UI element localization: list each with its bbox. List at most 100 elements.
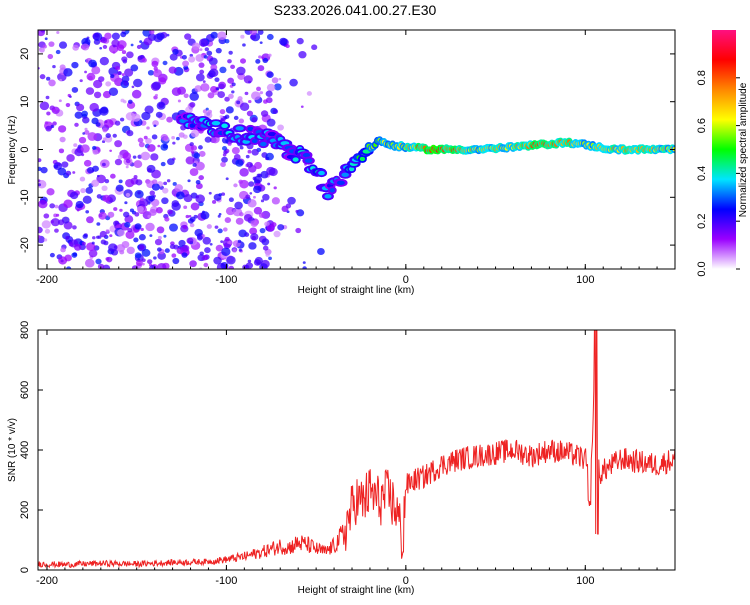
spectrogram-noise-blob bbox=[127, 99, 133, 104]
spectrogram-x-tick-label: -200 bbox=[36, 274, 58, 286]
spectrogram-noise-blob bbox=[212, 200, 217, 204]
spectrogram-noise-blob bbox=[160, 161, 166, 167]
spectrogram-noise-blob bbox=[133, 160, 143, 169]
spectrogram-noise-blob bbox=[258, 55, 262, 59]
spectrogram-noise-blob bbox=[130, 43, 134, 47]
spectrogram-y-tick-label: 0 bbox=[19, 146, 31, 152]
spectrogram-noise-blob bbox=[149, 208, 157, 216]
spectrogram-noise-blob bbox=[262, 57, 269, 64]
snr-x-tick-label: 0 bbox=[403, 575, 409, 587]
spectrogram-ridge-core bbox=[267, 131, 277, 137]
spectrogram-noise-blob bbox=[166, 179, 171, 183]
spectrogram-noise-blob bbox=[217, 228, 223, 234]
spectrogram-noise-blob bbox=[218, 193, 222, 197]
spectrogram-y-label: Frequency (Hz) bbox=[7, 116, 18, 185]
spectrogram-noise-blob bbox=[190, 202, 200, 211]
spectrogram-noise-blob bbox=[296, 37, 304, 45]
spectrogram-noise-blob bbox=[175, 191, 185, 200]
spectrogram-noise-blob bbox=[140, 151, 151, 161]
spectrogram-noise-blob bbox=[48, 41, 55, 47]
spectrogram-noise-blob bbox=[113, 207, 118, 211]
spectrogram-noise-blob bbox=[104, 119, 114, 128]
spectrogram-noise-blob bbox=[195, 161, 205, 171]
spectrogram-noise-blob bbox=[250, 233, 259, 241]
spectrogram-noise-blob bbox=[253, 185, 262, 194]
spectrogram-noise-blob bbox=[65, 170, 72, 176]
spectrogram-y-tick-label: 10 bbox=[19, 96, 31, 108]
spectrogram-noise-blob bbox=[72, 225, 77, 230]
spectrogram-noise-blob bbox=[108, 243, 118, 252]
spectrogram-noise-blob bbox=[114, 158, 123, 166]
spectrogram-noise-blob bbox=[100, 37, 108, 44]
spectrogram-noise-blob bbox=[219, 115, 223, 119]
spectrogram-noise-blob bbox=[217, 91, 226, 99]
spectrogram-noise-blob bbox=[82, 195, 92, 204]
spectrogram-noise-blob bbox=[279, 37, 288, 46]
spectrogram-noise-blob bbox=[154, 93, 158, 97]
spectrogram-noise-blob bbox=[162, 60, 168, 66]
spectrogram-noise-blob bbox=[231, 146, 240, 155]
spectrogram-noise-blob bbox=[261, 56, 265, 60]
spectrogram-noise-blob bbox=[251, 91, 261, 101]
spectrogram-noise-blob bbox=[156, 226, 165, 234]
spectrogram-noise-blob bbox=[73, 143, 78, 148]
spectrogram-noise-blob bbox=[216, 87, 219, 91]
spectrogram-noise-blob bbox=[38, 180, 47, 189]
spectrogram-noise-blob bbox=[101, 162, 106, 167]
spectrogram-noise-blob bbox=[188, 215, 192, 218]
spectrogram-noise-blob bbox=[289, 78, 298, 87]
spectrogram-noise-blob bbox=[177, 99, 181, 103]
spectrogram-noise-blob bbox=[125, 230, 135, 239]
snr-y-label: SNR (10 * v/v) bbox=[7, 418, 18, 482]
spectrogram-noise-blob bbox=[217, 214, 221, 218]
spectrogram-noise-blob bbox=[162, 187, 169, 194]
spectrogram-noise-blob bbox=[199, 38, 209, 47]
spectrogram-noise-blob bbox=[277, 124, 284, 131]
spectrogram-noise-blob bbox=[281, 205, 289, 213]
spectrogram-noise-blob bbox=[147, 144, 156, 152]
spectrogram-noise-blob bbox=[85, 187, 94, 194]
spectrogram-noise-blob bbox=[198, 175, 205, 181]
spectrogram-noise-blob bbox=[96, 222, 101, 226]
spectrogram-noise-blob bbox=[181, 54, 187, 60]
spectrogram-noise-blob bbox=[52, 65, 56, 69]
spectrogram-noise-blob bbox=[285, 44, 290, 49]
spectrogram-noise-blob bbox=[181, 252, 188, 258]
spectrogram-noise-blob bbox=[143, 37, 153, 46]
spectrogram-noise-blob bbox=[104, 179, 110, 184]
spectrogram-ridge-core bbox=[302, 152, 311, 158]
spectrogram-noise-blob bbox=[82, 116, 90, 124]
spectrogram-noise-blob bbox=[254, 161, 262, 170]
spectrogram-plot-area bbox=[38, 30, 675, 269]
spectrogram-noise-blob bbox=[215, 244, 224, 252]
spectrogram-noise-blob bbox=[248, 99, 252, 104]
spectrogram-noise-blob bbox=[89, 102, 99, 112]
spectrogram-noise-blob bbox=[257, 30, 264, 35]
spectrogram-noise-blob bbox=[238, 179, 244, 184]
spectrogram-noise-blob bbox=[117, 71, 122, 76]
spectrogram-noise-blob bbox=[146, 126, 150, 130]
spectrogram-noise-blob bbox=[140, 227, 144, 232]
spectrogram-noise-blob bbox=[227, 142, 232, 146]
spectrogram-x-tick-label: -100 bbox=[215, 274, 237, 286]
spectrogram-noise-blob bbox=[164, 248, 170, 253]
spectrogram-noise-blob bbox=[156, 101, 166, 110]
spectrogram-noise-blob bbox=[84, 258, 95, 268]
spectrogram-noise-blob bbox=[195, 182, 203, 190]
spectrogram-noise-blob bbox=[58, 41, 68, 49]
spectrogram-noise-blob bbox=[38, 226, 43, 234]
spectrogram-noise-blob bbox=[191, 42, 201, 50]
spectrogram-x-label: Height of straight line (km) bbox=[298, 285, 415, 296]
spectrogram-noise-blob bbox=[88, 59, 97, 68]
spectrogram-noise-blob bbox=[202, 236, 211, 245]
spectrogram-noise-blob bbox=[245, 194, 251, 199]
spectrogram-noise-blob bbox=[120, 31, 127, 38]
spectrogram-noise-blob bbox=[96, 174, 100, 178]
spectrogram-noise-blob bbox=[134, 223, 142, 230]
spectrogram-noise-blob bbox=[246, 161, 253, 168]
spectrogram-noise-blob bbox=[109, 149, 112, 153]
spectrogram-noise-blob bbox=[38, 47, 42, 51]
spectrogram-noise-blob bbox=[228, 50, 233, 55]
spectrogram-noise-blob bbox=[125, 165, 129, 169]
spectrogram-noise-blob bbox=[232, 248, 237, 253]
